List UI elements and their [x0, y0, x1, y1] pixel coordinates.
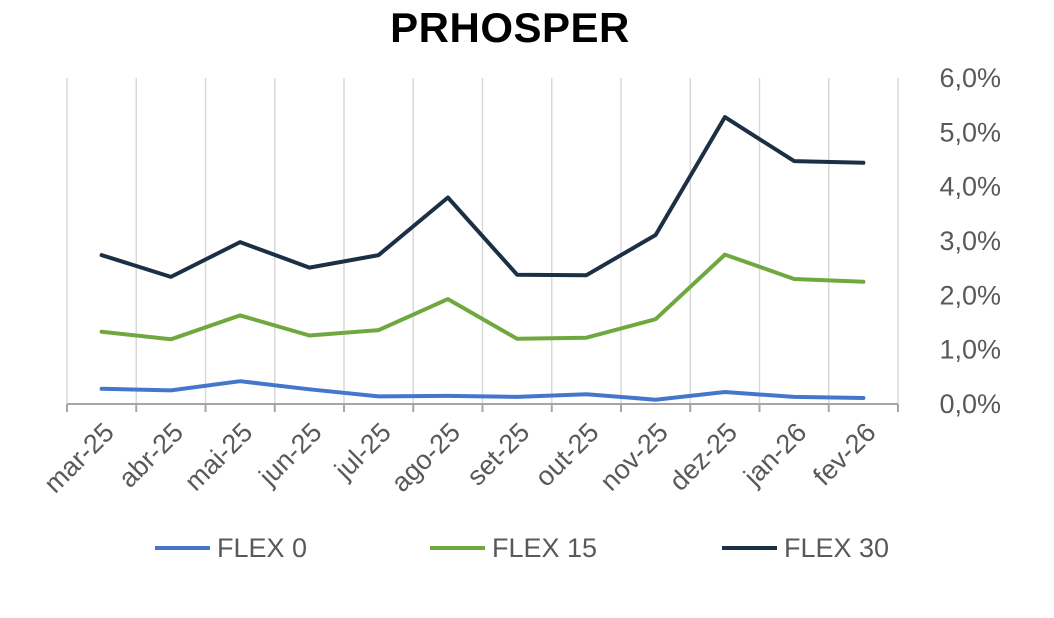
- y-tick-label: 1,0%: [939, 335, 1001, 365]
- series-line-3: [99, 115, 866, 279]
- chart-title: PRHOSPER: [390, 4, 630, 51]
- x-tick-label: abr-25: [113, 417, 189, 493]
- x-tick-label: set-25: [461, 417, 535, 491]
- y-tick-label: 5,0%: [939, 117, 1001, 147]
- x-tick-label: jun-25: [253, 417, 328, 492]
- y-tick-label: 4,0%: [939, 172, 1001, 202]
- y-tick-label: 2,0%: [939, 280, 1001, 310]
- x-tick-label: ago-25: [385, 417, 466, 498]
- x-tick-label: fev-26: [807, 417, 881, 491]
- legend-label: FLEX 30: [784, 533, 889, 563]
- x-tick-label: out-25: [529, 417, 604, 492]
- x-tick-label: mar-25: [38, 417, 120, 499]
- x-tick-label: nov-25: [594, 417, 674, 497]
- x-tick-label: mai-25: [179, 417, 259, 497]
- x-tick-label: jan-26: [737, 417, 812, 492]
- legend-label: FLEX 0: [217, 533, 307, 563]
- series-line-2: [99, 252, 866, 342]
- legend-label: FLEX 15: [492, 533, 597, 563]
- y-tick-label: 0,0%: [939, 389, 1001, 419]
- series-line-1: [99, 379, 866, 402]
- y-tick-label: 3,0%: [939, 226, 1001, 256]
- x-tick-label: dez-25: [664, 417, 744, 497]
- y-tick-label: 6,0%: [939, 63, 1001, 93]
